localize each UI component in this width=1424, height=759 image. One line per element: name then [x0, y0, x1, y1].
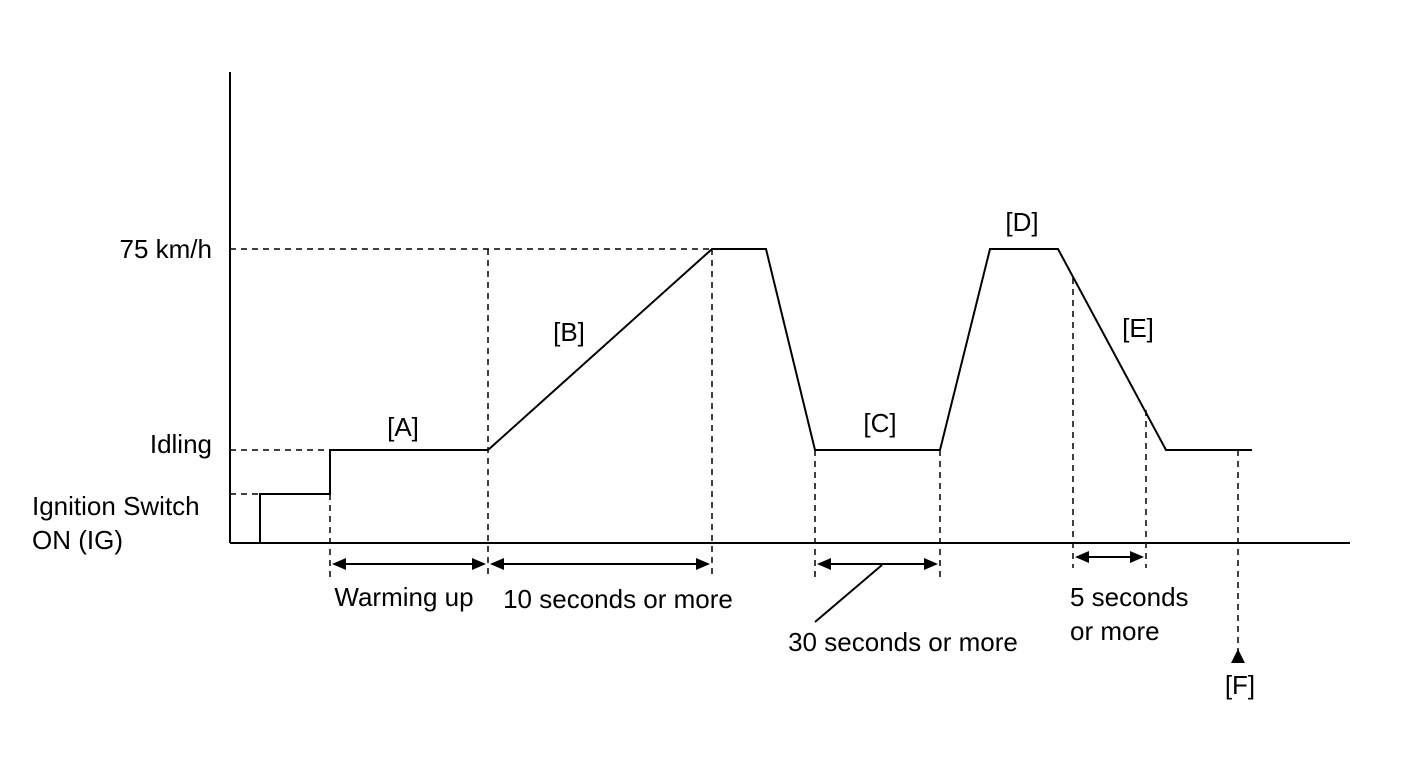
thirty-seconds-arrow	[814, 558, 938, 623]
label-warming-up: Warming up	[334, 582, 473, 612]
label-idling: Idling	[150, 429, 212, 459]
thirty-seconds-leader-line	[814, 564, 883, 623]
speed-profile-line	[259, 248, 1252, 543]
phase-label-a: [A]	[387, 412, 419, 442]
label-thirty-seconds: 30 seconds or more	[788, 627, 1018, 657]
f-arrow-icon	[1231, 649, 1245, 663]
phase-label-e: [E]	[1122, 313, 1154, 343]
phase-label-f: [F]	[1225, 670, 1255, 700]
label-ignition-line1: Ignition Switch	[32, 491, 200, 521]
phase-label-b: [B]	[553, 317, 585, 347]
phase-label-c: [C]	[863, 408, 896, 438]
ten-seconds-arrow	[490, 558, 710, 570]
warming-up-arrow	[332, 558, 486, 570]
label-ten-seconds: 10 seconds or more	[503, 584, 733, 614]
label-five-seconds-line2: or more	[1070, 616, 1160, 646]
five-seconds-arrow	[1075, 551, 1144, 563]
label-ignition-line2: ON (IG)	[32, 525, 123, 555]
label-75kmh: 75 km/h	[120, 234, 213, 264]
label-five-seconds-line1: 5 seconds	[1070, 582, 1189, 612]
phase-label-d: [D]	[1005, 207, 1038, 237]
